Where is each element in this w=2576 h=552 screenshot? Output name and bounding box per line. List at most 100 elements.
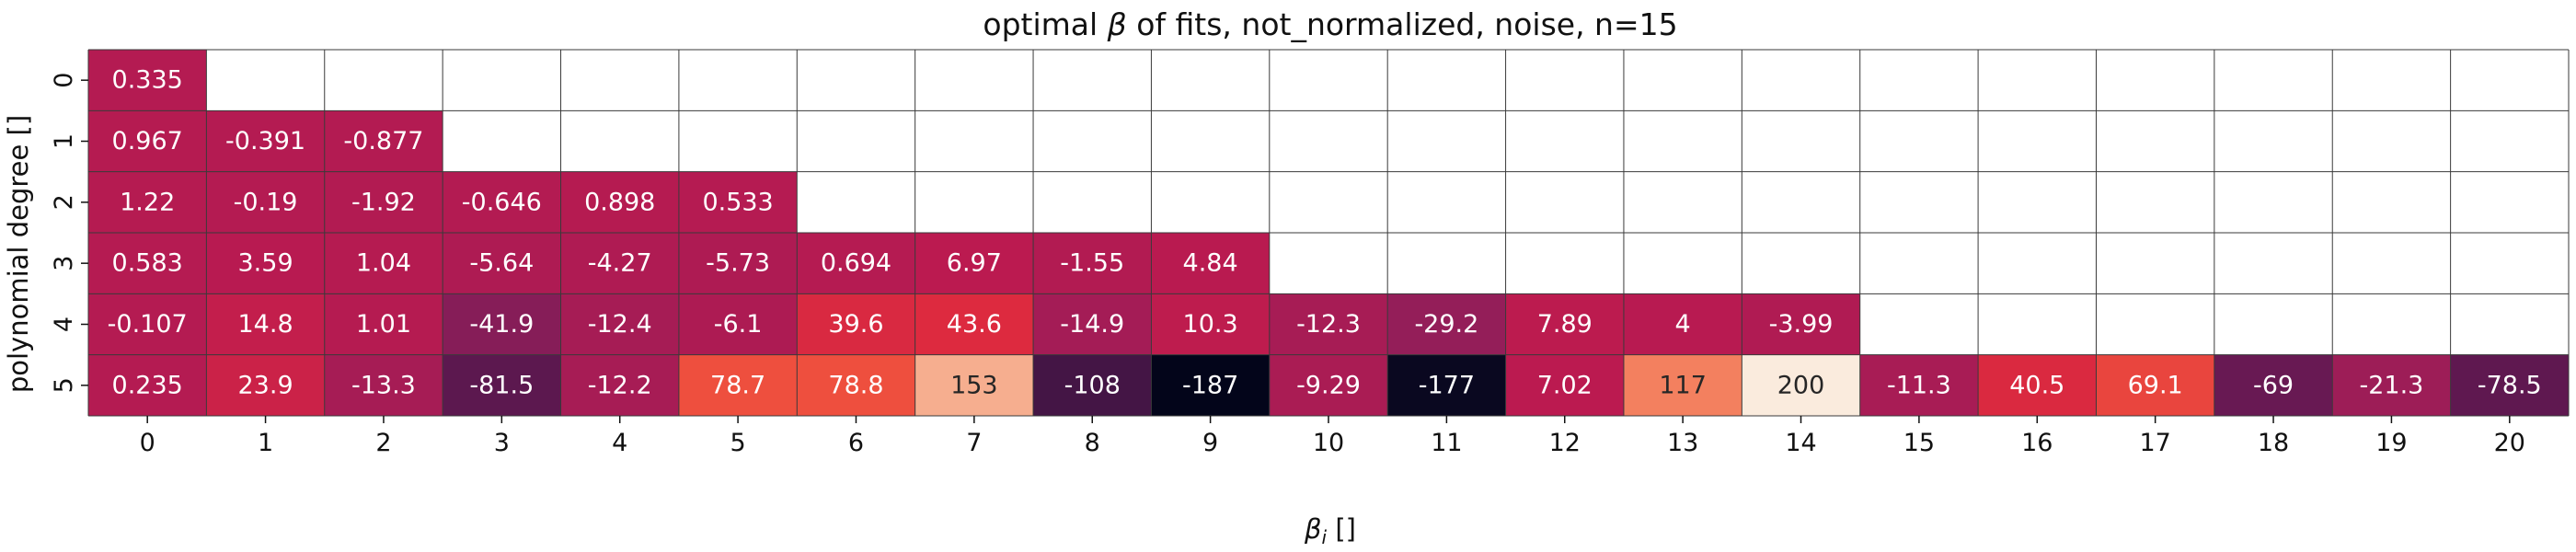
heatmap-cell [560,293,679,355]
heatmap-cell [1978,354,2097,416]
heatmap-cell [678,233,798,294]
cell-value-label: 1.22 [120,188,175,216]
cell-value-label: 3.59 [238,249,293,278]
heatmap-cell [560,354,679,416]
heatmap-cell [560,171,679,233]
cell-value-label: 0.967 [112,127,183,155]
heatmap-cell [678,354,798,416]
x-tick-label: 13 [1667,429,1698,457]
cell-value-label: 0.235 [112,371,183,399]
cell-value-label: 0.533 [702,188,773,216]
x-tick-label: 20 [2494,429,2525,457]
heatmap-cell [914,293,1034,355]
cell-value-label: -3.99 [1769,310,1834,339]
x-tick-label: 0 [140,429,155,457]
heatmap-cell [1033,233,1152,294]
cell-value-label: 0.898 [584,188,655,216]
x-tick-label: 15 [1903,429,1935,457]
cell-value-label: 0.694 [821,249,891,278]
cell-value-label: 117 [1659,371,1707,399]
heatmap-cell [443,293,561,355]
cell-value-label: -11.3 [1887,371,1951,399]
cell-value-label: -78.5 [2478,371,2542,399]
y-tick-label: 5 [50,377,78,393]
heatmap-cell [1623,354,1742,416]
heatmap-cell [1742,293,1860,355]
x-tick-label: 16 [2021,429,2053,457]
cell-value-label: 7.89 [1537,310,1593,339]
heatmap-cell [2450,354,2569,416]
cell-value-label: -108 [1064,371,1121,399]
heatmap-cell [678,171,798,233]
chart-title: optimal β of fits, not_normalized, noise… [983,6,1677,42]
heatmap-cell [1623,293,1742,355]
heatmap-cell [324,293,443,355]
heatmap-cell [797,233,915,294]
cell-value-label: 1.04 [356,249,411,278]
heatmap-cell [1151,354,1270,416]
y-tick-label: 4 [50,316,78,332]
heatmap-cell [797,354,915,416]
cell-value-label: 1.01 [356,310,411,339]
x-tick-label: 17 [2139,429,2170,457]
cell-value-label: -5.64 [469,249,534,278]
heatmap-cell [443,171,561,233]
heatmap-cell [2096,354,2214,416]
heatmap-cell [88,293,207,355]
heatmap-cell [88,171,207,233]
cell-value-label: -0.19 [234,188,298,216]
x-tick-label: 14 [1785,429,1816,457]
x-tick-label: 9 [1202,429,1218,457]
cell-value-label: 39.6 [828,310,883,339]
x-tick-label: 8 [1085,429,1100,457]
heatmap-cell [914,354,1034,416]
heatmap-gridlines [87,49,2570,417]
heatmap-cell [2214,354,2333,416]
y-tick-label: 3 [50,256,78,271]
heatmap-cell [206,110,325,172]
heatmap-cell [1387,354,1506,416]
cell-value-label: 4 [1675,310,1691,339]
x-tick-label: 2 [375,429,391,457]
x-tick-label: 5 [730,429,746,457]
cell-value-label: -0.107 [108,310,188,339]
cell-value-label: 10.3 [1183,310,1238,339]
heatmap-cell [88,233,207,294]
y-axis-ticks: 0 1 2 3 4 5 [50,73,88,393]
x-tick-label: 10 [1313,429,1344,457]
cell-value-label: -1.92 [351,188,416,216]
heatmap-cell [914,233,1034,294]
x-tick-label: 11 [1431,429,1462,457]
cell-value-label: -0.877 [343,127,423,155]
heatmap-cell [324,354,443,416]
heatmap-cell [2332,354,2451,416]
cell-value-label: -12.3 [1296,310,1361,339]
heatmap-cell [206,233,325,294]
cell-value-label: -12.4 [588,310,652,339]
y-axis-label: polynomial degree [] [3,115,34,393]
cell-value-label: -69 [2253,371,2294,399]
heatmap-cell [443,354,561,416]
x-axis-label: βi [] [1304,513,1356,548]
heatmap-cell [324,233,443,294]
cell-value-label: -29.2 [1414,310,1478,339]
cell-value-label: 14.8 [238,310,293,339]
heatmap-cell [797,293,915,355]
cell-value-label: 0.335 [112,66,183,95]
heatmap-cell [206,293,325,355]
cell-value-label: 4.84 [1183,249,1238,278]
cell-value-label: 40.5 [2009,371,2064,399]
x-tick-label: 12 [1549,429,1581,457]
cell-value-label: -6.1 [714,310,763,339]
cell-value-label: -4.27 [588,249,652,278]
heatmap-cell [443,233,561,294]
cell-value-label: -13.3 [351,371,416,399]
heatmap-cell [324,171,443,233]
cell-value-label: -0.391 [225,127,305,155]
cell-value-label: 69.1 [2128,371,2183,399]
cell-value-label: 78.7 [710,371,765,399]
cell-value-label: -14.9 [1060,310,1124,339]
heatmap-cell [206,171,325,233]
heatmap-cell [324,110,443,172]
heatmap-cell [1505,293,1624,355]
